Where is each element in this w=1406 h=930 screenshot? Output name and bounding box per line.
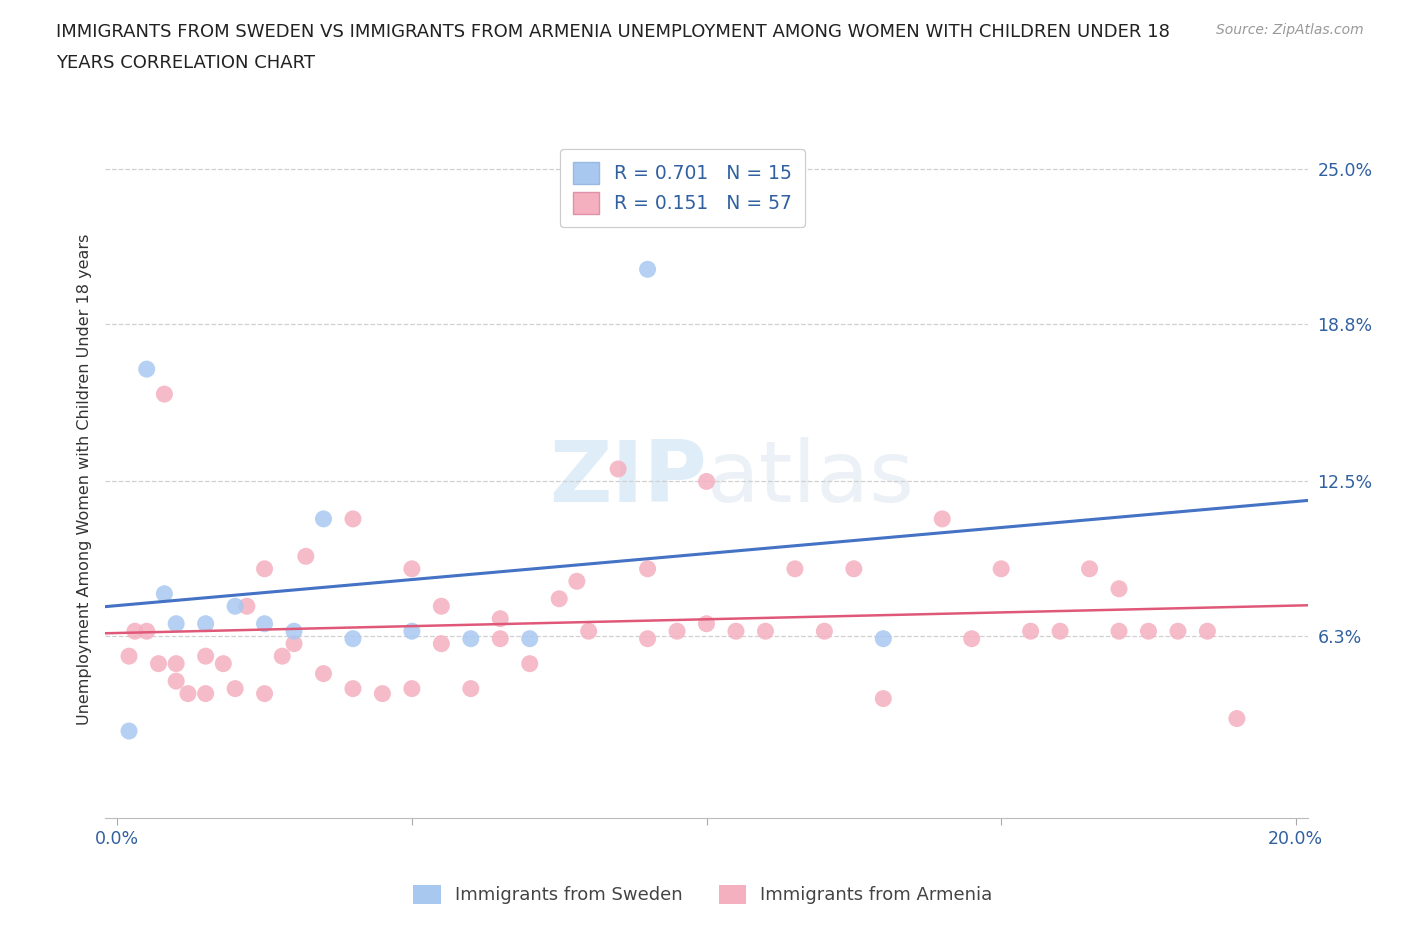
Point	[460, 631, 482, 646]
Point	[371, 686, 394, 701]
Point	[177, 686, 200, 701]
Point	[401, 681, 423, 696]
Point	[960, 631, 983, 646]
Point	[165, 617, 187, 631]
Point	[666, 624, 689, 639]
Point	[519, 631, 541, 646]
Legend: Immigrants from Sweden, Immigrants from Armenia: Immigrants from Sweden, Immigrants from …	[406, 877, 1000, 911]
Point	[194, 617, 217, 631]
Point	[460, 681, 482, 696]
Point	[124, 624, 146, 639]
Point	[312, 666, 335, 681]
Point	[813, 624, 835, 639]
Point	[118, 649, 141, 664]
Point	[548, 591, 571, 606]
Point	[1108, 624, 1130, 639]
Text: ZIP: ZIP	[548, 437, 707, 521]
Text: YEARS CORRELATION CHART: YEARS CORRELATION CHART	[56, 54, 315, 72]
Point	[931, 512, 953, 526]
Point	[212, 657, 235, 671]
Text: Source: ZipAtlas.com: Source: ZipAtlas.com	[1216, 23, 1364, 37]
Y-axis label: Unemployment Among Women with Children Under 18 years: Unemployment Among Women with Children U…	[76, 233, 91, 724]
Point	[224, 681, 246, 696]
Point	[224, 599, 246, 614]
Point	[872, 691, 894, 706]
Point	[783, 562, 806, 577]
Point	[165, 657, 187, 671]
Point	[637, 631, 659, 646]
Point	[519, 657, 541, 671]
Point	[118, 724, 141, 738]
Point	[342, 631, 364, 646]
Point	[637, 562, 659, 577]
Point	[294, 549, 316, 564]
Point	[236, 599, 259, 614]
Point	[637, 262, 659, 277]
Point	[724, 624, 747, 639]
Point	[565, 574, 588, 589]
Text: IMMIGRANTS FROM SWEDEN VS IMMIGRANTS FROM ARMENIA UNEMPLOYMENT AMONG WOMEN WITH : IMMIGRANTS FROM SWEDEN VS IMMIGRANTS FRO…	[56, 23, 1170, 41]
Point	[165, 673, 187, 688]
Point	[1137, 624, 1160, 639]
Point	[312, 512, 335, 526]
Point	[695, 474, 717, 489]
Point	[401, 562, 423, 577]
Point	[489, 631, 512, 646]
Point	[283, 636, 305, 651]
Point	[342, 681, 364, 696]
Point	[607, 461, 630, 476]
Point	[1167, 624, 1189, 639]
Point	[1226, 711, 1249, 726]
Point	[253, 617, 276, 631]
Point	[1078, 562, 1101, 577]
Point	[148, 657, 170, 671]
Point	[253, 686, 276, 701]
Point	[271, 649, 294, 664]
Point	[1108, 581, 1130, 596]
Point	[842, 562, 865, 577]
Point	[695, 617, 717, 631]
Point	[1019, 624, 1042, 639]
Point	[430, 599, 453, 614]
Legend: R = 0.701   N = 15, R = 0.151   N = 57: R = 0.701 N = 15, R = 0.151 N = 57	[560, 149, 806, 227]
Point	[135, 362, 157, 377]
Point	[253, 562, 276, 577]
Point	[872, 631, 894, 646]
Point	[153, 586, 176, 601]
Point	[990, 562, 1012, 577]
Point	[153, 387, 176, 402]
Point	[401, 624, 423, 639]
Point	[342, 512, 364, 526]
Point	[1197, 624, 1219, 639]
Point	[430, 636, 453, 651]
Point	[1049, 624, 1071, 639]
Point	[489, 611, 512, 626]
Point	[754, 624, 776, 639]
Point	[283, 624, 305, 639]
Text: atlas: atlas	[707, 437, 914, 521]
Point	[578, 624, 600, 639]
Point	[194, 686, 217, 701]
Point	[194, 649, 217, 664]
Point	[135, 624, 157, 639]
